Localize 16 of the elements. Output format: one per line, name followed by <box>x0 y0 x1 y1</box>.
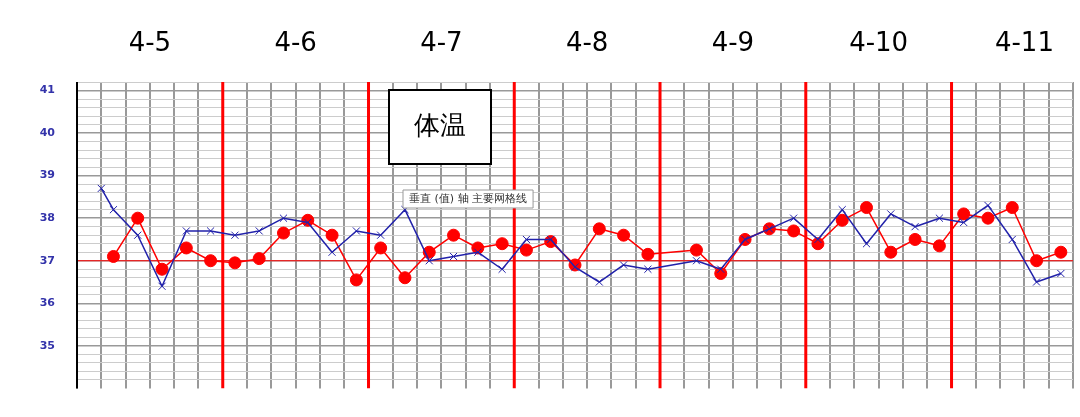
x-tick-label: 4-8 <box>565 27 609 58</box>
y-tick-label: 38 <box>39 211 55 225</box>
x-tick-label: 4-11 <box>994 27 1054 58</box>
x-tick-label: 4-9 <box>711 27 755 58</box>
y-tick-label: 41 <box>39 83 55 97</box>
y-tick-label: 36 <box>39 296 56 310</box>
annotation: 垂直 (值) 轴 主要网格线 <box>409 191 528 205</box>
text: 体温 <box>414 109 466 140</box>
y-tick-label: 37 <box>39 253 55 267</box>
y-tick-label: 35 <box>39 338 55 352</box>
x-tick-label: 4-5 <box>128 27 172 58</box>
y-tick-label: 40 <box>39 125 56 139</box>
y-tick-label: 39 <box>39 168 55 182</box>
x-tick-label: 4-6 <box>274 27 317 58</box>
x-tick-label: 4-7 <box>420 27 463 58</box>
x-tick-label: 4-10 <box>849 27 909 58</box>
